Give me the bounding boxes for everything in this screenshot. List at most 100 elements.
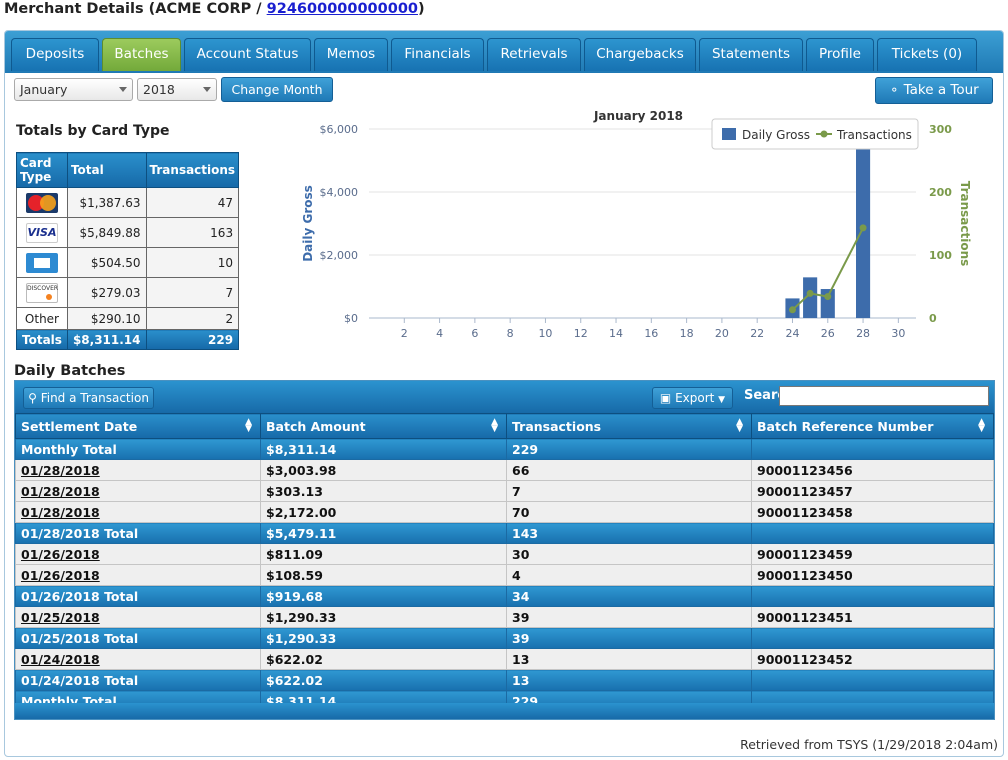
chart-title: January 2018 [593, 109, 683, 123]
settlement-date-cell[interactable]: 01/28/2018 [15, 480, 261, 502]
x-tick-label: 24 [785, 327, 799, 340]
transactions-line [791, 227, 864, 311]
batch-amount-cell: $622.02 [260, 669, 507, 691]
x-tick-label: 16 [644, 327, 658, 340]
y-tick-label: $2,000 [320, 249, 359, 262]
table-row: 01/24/2018 $622.02 13 90001123452 [15, 648, 994, 670]
card-totals-header-row: Card Type Total Transactions [16, 152, 240, 188]
batch-amount-cell: $919.68 [260, 585, 507, 607]
tab-account-status[interactable]: Account Status [184, 38, 311, 71]
change-month-button[interactable]: Change Month [221, 77, 333, 102]
batch-reference-cell [751, 522, 994, 544]
card-row-visa: VISA $5,849.88 163 [16, 217, 240, 248]
x-tick-label: 20 [715, 327, 729, 340]
amex-icon [25, 252, 58, 273]
line-point [806, 289, 814, 297]
page-title-suffix: ) [418, 1, 425, 17]
table-row: 01/28/2018 $3,003.98 66 90001123456 [15, 459, 994, 481]
legend-label: Daily Gross [742, 128, 810, 142]
find-transaction-button[interactable]: ⚲ Find a Transaction [23, 387, 154, 409]
take-tour-button[interactable]: ⚬ Take a Tour [875, 77, 993, 104]
chevron-down-icon [203, 87, 211, 92]
chevron-down-icon: ▼ [718, 395, 726, 405]
mastercard-logo [16, 187, 68, 218]
card-totals-row: Totals $8,311.14 229 [16, 329, 240, 350]
transactions-cell: 13 [506, 648, 752, 670]
batch-amount-cell: $622.02 [260, 648, 507, 670]
batch-reference-cell: 90001123457 [751, 480, 994, 502]
col-settlement-date[interactable]: Settlement Date ▲ ▼ [15, 413, 261, 439]
line-point [824, 293, 832, 301]
month-select-value: January [20, 82, 68, 97]
x-tick-label: 26 [821, 327, 835, 340]
card-total: $1,387.63 [66, 187, 147, 218]
tab-statements[interactable]: Statements [699, 38, 803, 71]
transactions-cell: 30 [506, 543, 752, 565]
x-tick-label: 14 [609, 327, 623, 340]
transactions-cell: 66 [506, 459, 752, 481]
settlement-date-cell[interactable]: 01/25/2018 [15, 606, 261, 628]
tab-chargebacks[interactable]: Chargebacks [584, 38, 696, 71]
tab-deposits[interactable]: Deposits [11, 38, 99, 71]
settlement-date-cell: 01/24/2018 Total [15, 669, 261, 691]
amex-logo [16, 247, 68, 278]
card-transactions: 47 [145, 187, 240, 218]
merchant-id-link[interactable]: 924600000000000 [266, 1, 418, 17]
search-input[interactable] [779, 386, 989, 406]
col-card-type: Card Type [16, 152, 68, 188]
batch-amount-cell: $811.09 [260, 543, 507, 565]
page-title: Merchant Details (ACME CORP / 9246000000… [4, 1, 425, 17]
year-select[interactable]: 2018 [137, 78, 217, 101]
transactions-cell: 229 [506, 438, 752, 460]
total-row: 01/26/2018 Total $919.68 34 [15, 585, 994, 607]
discover-logo: DISCOVER [16, 277, 68, 308]
card-row-mastercard: $1,387.63 47 [16, 187, 240, 218]
tab-memos[interactable]: Memos [314, 38, 388, 71]
lightbulb-icon: ⚬ [889, 83, 900, 97]
totals-label: Totals [16, 329, 68, 350]
total-row: 01/28/2018 Total $5,479.11 143 [15, 522, 994, 544]
batch-amount-cell: $3,003.98 [260, 459, 507, 481]
tab-profile[interactable]: Profile [806, 38, 874, 71]
transactions-cell: 34 [506, 585, 752, 607]
export-button[interactable]: ▣ Export ▼ [652, 387, 733, 409]
batch-footer-bar [15, 703, 994, 719]
tab-financials[interactable]: Financials [391, 38, 484, 71]
settlement-date-cell: 01/26/2018 Total [15, 585, 261, 607]
month-select[interactable]: January [14, 78, 133, 101]
totals-by-card-title: Totals by Card Type [16, 123, 170, 139]
y2-tick-label: 100 [929, 249, 952, 262]
tab-bar: Deposits Batches Account Status Memos Fi… [5, 31, 1003, 73]
batch-amount-cell: $1,290.33 [260, 627, 507, 649]
batch-reference-cell [751, 438, 994, 460]
search-icon: ⚲ [28, 391, 37, 405]
settlement-date-cell[interactable]: 01/28/2018 [15, 459, 261, 481]
settlement-date-cell[interactable]: 01/26/2018 [15, 543, 261, 565]
x-tick-label: 22 [750, 327, 764, 340]
col-batch-reference[interactable]: Batch Reference Number ▲ ▼ [751, 413, 994, 439]
settlement-date-cell[interactable]: 01/26/2018 [15, 564, 261, 586]
bar [856, 145, 871, 318]
tab-tickets[interactable]: Tickets (0) [877, 38, 977, 71]
settlement-date-cell[interactable]: 01/24/2018 [15, 648, 261, 670]
batch-amount-cell: $108.59 [260, 564, 507, 586]
x-tick-label: 8 [507, 327, 514, 340]
settlement-date-cell[interactable]: 01/28/2018 [15, 501, 261, 523]
visa-logo: VISA [16, 217, 68, 248]
y2-axis-label: Transactions [958, 181, 972, 267]
transactions-cell: 39 [506, 606, 752, 628]
x-tick-label: 12 [574, 327, 588, 340]
table-row: 01/26/2018 $811.09 30 90001123459 [15, 543, 994, 565]
batch-header-row: Settlement Date ▲ ▼ Batch Amount ▲ ▼ Transac… [15, 413, 994, 439]
card-total: $290.10 [66, 307, 147, 330]
col-transactions[interactable]: Transactions ▲ ▼ [506, 413, 752, 439]
legend-swatch-point [820, 130, 828, 138]
tab-retrievals[interactable]: Retrievals [487, 38, 581, 71]
tab-batches[interactable]: Batches [102, 38, 181, 71]
sort-icon: ▲ ▼ [736, 417, 743, 434]
transactions-cell: 13 [506, 669, 752, 691]
col-total: Total [66, 152, 147, 188]
col-batch-amount[interactable]: Batch Amount ▲ ▼ [260, 413, 507, 439]
legend-swatch-bar [722, 128, 736, 140]
